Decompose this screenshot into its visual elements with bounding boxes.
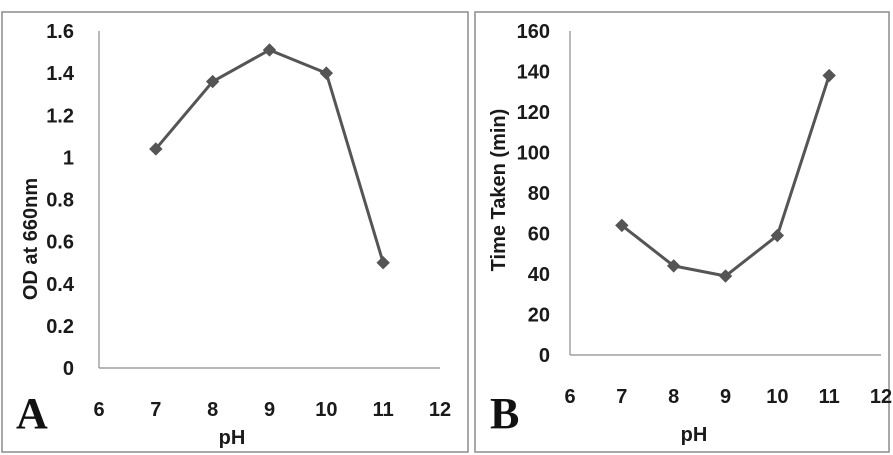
panel-b-x-tick-label: 7: [616, 386, 627, 408]
panel-a-data-point: [149, 142, 163, 156]
panel-b-data-point: [666, 259, 681, 273]
panel-a-x-tick-label: 6: [93, 399, 104, 421]
panel-a-y-tick-label: 1.2: [46, 105, 74, 127]
panel-b-frame: [474, 11, 890, 453]
panel-b-y-tick-label: 140: [517, 62, 550, 84]
panel-a-data-point: [376, 255, 390, 270]
panel-a-y-ticks: 0 0.2 0.4 0.6 0.8 1 1.2 1.4 1.6: [46, 21, 75, 380]
panel-b-x-tick-label: 6: [564, 386, 575, 408]
panel-b-x-tick-label: 10: [766, 386, 788, 408]
panel-a-data-point: [262, 43, 277, 57]
panel-b-x-tick-label: 12: [870, 386, 892, 408]
panel-b: B pH Time Taken (min) 6 7 8 9 10 11 12 0 20 40 60…: [474, 11, 892, 453]
panel-a-plot: [149, 43, 390, 270]
panel-a-x-axis-label: pH: [219, 427, 246, 449]
panel-a-data-point: [205, 74, 220, 89]
panel-b-x-tick-label: 8: [668, 386, 679, 408]
panel-a-x-tick-label: 7: [150, 399, 161, 421]
panel-b-x-tick-label: 11: [819, 386, 840, 408]
panel-a-series-line: [154, 48, 385, 264]
panel-a-frame: [1, 11, 469, 453]
panel-b-series-line: [620, 75, 831, 278]
panel-b-x-tick-label: 9: [720, 386, 731, 408]
panel-b-x-ticks: 6 7 8 9 10 11 12: [564, 386, 892, 408]
panel-a-letter: A: [16, 389, 48, 438]
panel-a-y-tick-label: 1.4: [46, 63, 75, 85]
panel-a-y-tick-label: 1.6: [46, 21, 74, 43]
panel-b-data-point: [615, 218, 629, 233]
panel-b-y-tick-label: 0: [539, 345, 550, 367]
panel-a-x-tick-label: 10: [315, 399, 337, 421]
panel-a-y-tick-label: 0.8: [46, 190, 74, 212]
panel-a-x-tick-label: 8: [207, 399, 218, 421]
panel-b-y-ticks: 0 20 40 60 80 100 120 140 160: [517, 21, 550, 367]
panel-a: A pH OD at 660nm 6 7 8 9 10 11 12 0 0.2 0.4 0.6 0.…: [1, 11, 469, 453]
panel-b-data-point: [770, 228, 785, 243]
panel-b-plot: [615, 68, 836, 283]
panel-b-data-point: [718, 269, 733, 283]
panel-a-x-ticks: 6 7 8 9 10 11 12: [93, 399, 451, 421]
panel-b-x-axis-label: pH: [681, 424, 708, 446]
panel-a-y-tick-label: 0.6: [46, 232, 74, 254]
panel-a-y-tick-label: 0.4: [46, 274, 75, 296]
panel-b-letter: B: [490, 389, 519, 438]
panel-a-y-tick-label: 0.2: [46, 316, 74, 338]
panel-b-data-point: [822, 68, 836, 83]
panel-a-data-point: [319, 66, 334, 80]
panel-a-x-tick-label: 9: [264, 399, 275, 421]
panel-a-x-tick-label: 11: [373, 399, 394, 421]
panel-b-y-axis-label: Time Taken (min): [488, 109, 510, 272]
panel-a-y-tick-label: 1: [63, 147, 74, 169]
panel-b-y-tick-label: 160: [517, 21, 550, 43]
panel-b-y-tick-label: 120: [517, 102, 550, 124]
panel-a-y-axis-label: OD at 660nm: [20, 178, 42, 300]
panel-b-y-tick-label: 40: [528, 264, 550, 286]
panel-b-y-tick-label: 60: [528, 224, 550, 246]
panel-a-x-tick-label: 12: [429, 399, 451, 421]
panel-b-y-tick-label: 100: [517, 143, 550, 165]
panel-b-y-tick-label: 20: [528, 305, 550, 327]
panel-b-y-tick-label: 80: [528, 183, 550, 205]
panel-a-y-tick-label: 0: [63, 358, 74, 380]
